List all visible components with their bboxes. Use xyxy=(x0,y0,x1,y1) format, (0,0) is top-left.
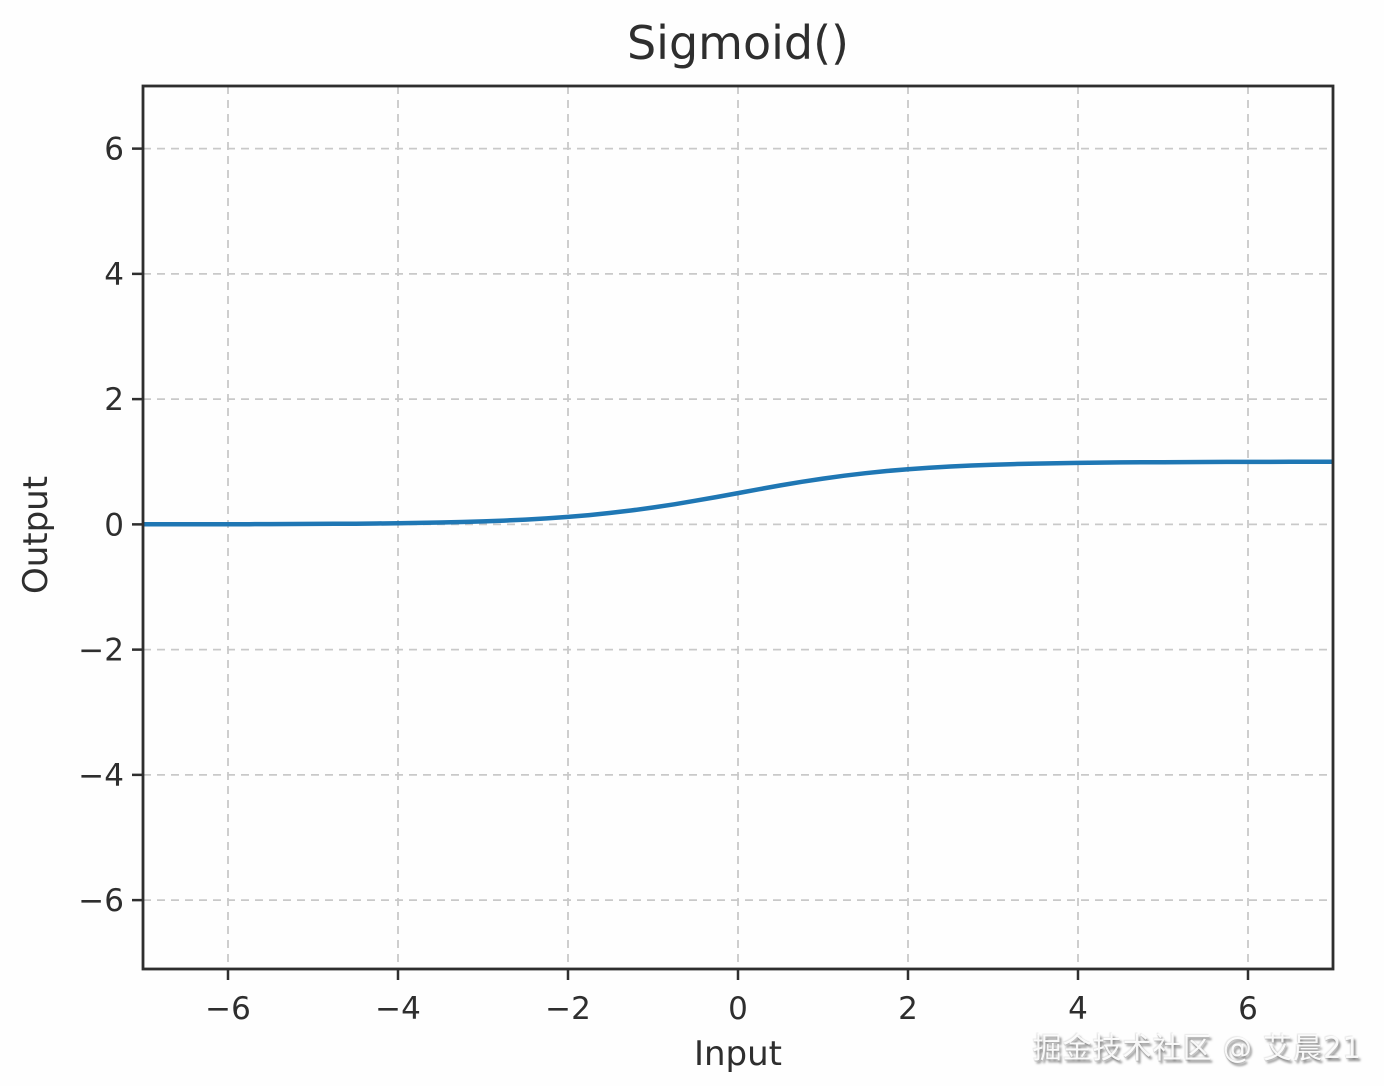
x-tick-label: 2 xyxy=(898,991,918,1027)
y-tick-label: −6 xyxy=(78,883,124,919)
y-tick-label: −4 xyxy=(78,758,124,794)
x-axis-ticks: −6 −4 −2 0 2 4 6 xyxy=(205,969,1258,1027)
chart-title: Sigmoid() xyxy=(626,16,849,70)
y-tick-label: 2 xyxy=(104,382,124,418)
x-tick-label: 4 xyxy=(1068,991,1088,1027)
x-tick-label: 0 xyxy=(728,991,748,1027)
y-axis-ticks: −6 −4 −2 0 2 4 6 xyxy=(78,132,143,919)
y-tick-label: 0 xyxy=(104,507,124,543)
sigmoid-curve xyxy=(143,459,1333,527)
x-tick-label: −6 xyxy=(205,991,251,1027)
y-tick-label: 4 xyxy=(104,257,124,293)
x-axis-label: Input xyxy=(693,1034,783,1074)
y-tick-label: 6 xyxy=(104,132,124,168)
x-tick-label: −4 xyxy=(375,991,421,1027)
x-tick-label: −2 xyxy=(545,991,591,1027)
x-tick-label: 6 xyxy=(1238,991,1258,1027)
grid-lines xyxy=(143,86,1333,969)
y-tick-label: −2 xyxy=(78,633,124,669)
watermark: 掘金技术社区 @ 艾晨21 xyxy=(1032,1031,1362,1065)
